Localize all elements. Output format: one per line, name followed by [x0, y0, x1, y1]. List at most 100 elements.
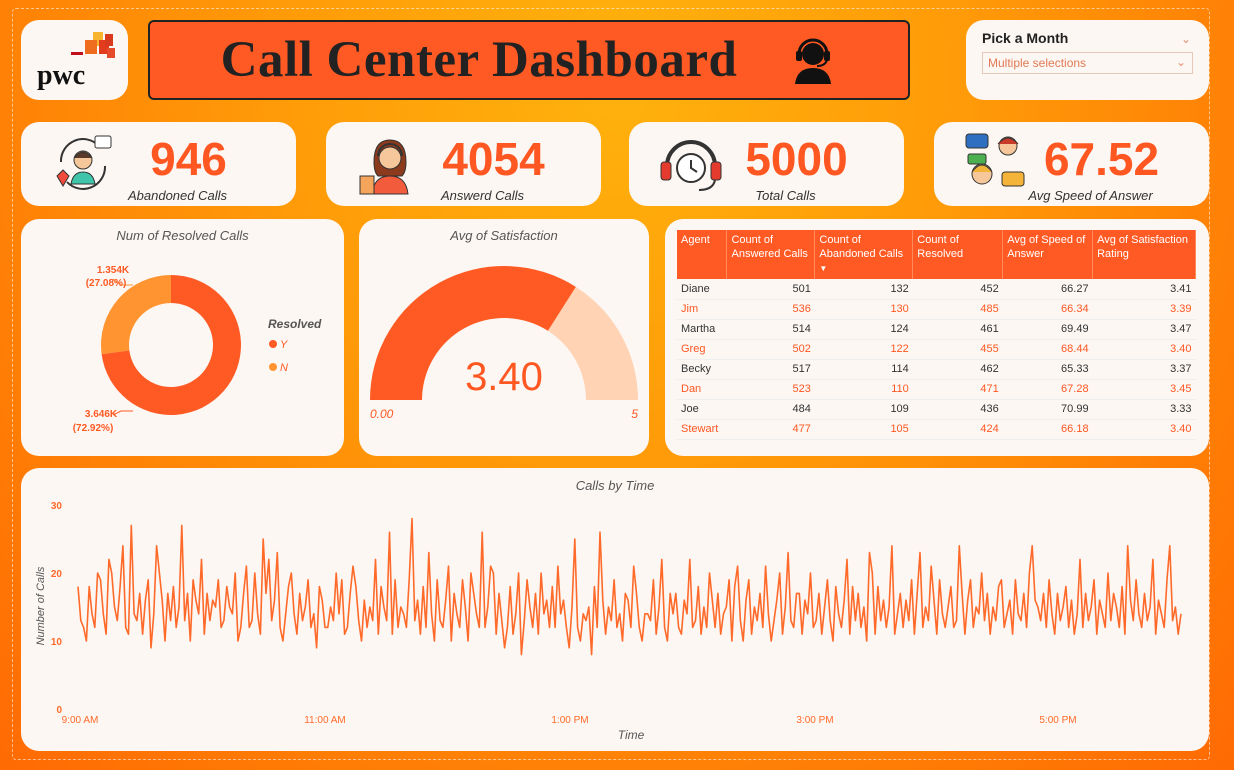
page-title: Call Center Dashboard	[220, 32, 738, 88]
table-cell: 484	[726, 399, 815, 420]
satisfaction-gauge-panel: Avg of Satisfaction 3.40 0.00 5	[359, 219, 649, 456]
y-tick-label: 20	[51, 569, 63, 580]
legend-label-y: Y	[280, 339, 288, 351]
y-tick-label: 30	[51, 501, 63, 512]
legend-marker-n	[269, 363, 277, 371]
callback-agent-icon	[56, 135, 112, 190]
table-cell: 502	[726, 339, 815, 360]
table-row[interactable]: Joe 484 109 436 70.99 3.33	[677, 399, 1196, 420]
kpi-avg-speed: 67.52 Avg Speed of Answer	[934, 122, 1209, 206]
table-cell: 110	[814, 379, 913, 400]
table-cell: 68.44	[1002, 339, 1093, 360]
table-cell: 3.47	[1092, 319, 1196, 340]
col-agent[interactable]: Agent	[677, 230, 728, 279]
table-cell: 3.40	[1092, 419, 1196, 440]
kpi-answered-calls: 4054 Answerd Calls	[326, 122, 601, 206]
table-row[interactable]: Greg 502 122 455 68.44 3.40	[677, 339, 1196, 360]
y-tick-label: 0	[56, 705, 62, 716]
table-cell: 3.37	[1092, 359, 1196, 380]
agent-table: Agent Count of Answered Calls Count of A…	[677, 230, 1196, 440]
chevron-down-icon[interactable]: ⌄	[1180, 32, 1191, 46]
dashboard-frame	[12, 8, 1210, 760]
col-answered[interactable]: Count of Answered Calls	[726, 230, 816, 279]
table-cell: 66.34	[1002, 299, 1093, 320]
table-cell: 3.33	[1092, 399, 1196, 420]
slice-label-n: 1.354K	[97, 265, 130, 276]
calls-by-time-chart: Calls by Time Time Number of Calls 0 10 20…	[35, 478, 1182, 742]
donut-slice-y[interactable]	[101, 275, 241, 415]
title-banner: Call Center Dashboard	[148, 20, 910, 100]
calls-by-time-panel: Calls by Time Time Number of Calls 0 10 20…	[21, 468, 1209, 751]
table-cell: 485	[912, 299, 1003, 320]
agent-name-cell: Dan	[677, 379, 727, 400]
table-cell: 109	[814, 399, 913, 420]
agent-name-cell: Becky	[677, 359, 727, 380]
agent-name-cell: Greg	[677, 339, 727, 360]
gauge-value: 3.40	[465, 355, 543, 399]
table-row[interactable]: Jim 536 130 485 66.34 3.39	[677, 299, 1196, 320]
table-cell: 436	[912, 399, 1003, 420]
agent-name-cell: Stewart	[677, 419, 727, 440]
pwc-logo: pwc	[37, 32, 115, 91]
gauge-min: 0.00	[370, 407, 394, 421]
table-row[interactable]: Martha 514 124 461 69.49 3.47	[677, 319, 1196, 340]
col-satisfaction[interactable]: Avg of Satisfaction Rating	[1092, 230, 1196, 279]
table-cell: 114	[814, 359, 913, 380]
month-select-value: Multiple selections	[988, 56, 1087, 70]
x-tick-label: 9:00 AM	[62, 715, 99, 726]
col-resolved[interactable]: Count of Resolved	[912, 230, 1004, 279]
agent-name-cell: Joe	[677, 399, 727, 420]
table-cell: 67.28	[1002, 379, 1093, 400]
operator-icon	[359, 139, 409, 195]
table-cell: 462	[912, 359, 1003, 380]
logo-card: pwc	[21, 20, 128, 100]
y-tick-label: 10	[51, 637, 63, 648]
month-filter[interactable]: Pick a Month ⌄ Multiple selections ⌄	[966, 20, 1209, 100]
table-cell: 514	[726, 319, 815, 340]
x-tick-label: 11:00 AM	[304, 715, 346, 726]
legend-label-n: N	[280, 362, 288, 374]
headphones-clock-icon	[660, 140, 722, 191]
kpi-abandoned-calls: 946 Abandoned Calls	[21, 122, 296, 206]
table-cell: 66.18	[1002, 419, 1093, 440]
table-row[interactable]: Dan 523 110 471 67.28 3.45	[677, 379, 1196, 400]
table-cell: 471	[912, 379, 1003, 400]
gauge-chart: 3.40 0.00 5	[370, 266, 638, 421]
y-axis-label: Number of Calls	[35, 566, 47, 645]
table-cell: 517	[726, 359, 815, 380]
month-select[interactable]: Multiple selections ⌄	[982, 52, 1193, 74]
gauge-max: 5	[631, 407, 638, 421]
agent-table-panel: Agent Count of Answered Calls Count of A…	[665, 219, 1209, 456]
table-cell: 70.99	[1002, 399, 1093, 420]
table-cell: 69.49	[1002, 319, 1093, 340]
table-cell: 3.40	[1092, 339, 1196, 360]
agent-name-cell: Diane	[677, 279, 727, 300]
table-row[interactable]: Diane 501 132 452 66.27 3.41	[677, 279, 1196, 300]
table-cell: 124	[814, 319, 913, 340]
table-row[interactable]: Becky 517 114 462 65.33 3.37	[677, 359, 1196, 380]
table-cell: 65.33	[1002, 359, 1093, 380]
donut-chart: 1.354K (27.08%) 3.646K (72.92%) Resolved…	[73, 265, 322, 434]
table-cell: 105	[814, 419, 913, 440]
donut-slice-n[interactable]	[101, 275, 171, 355]
series-line	[77, 517, 1182, 656]
table-cell: 461	[912, 319, 1003, 340]
legend-marker-y	[269, 340, 277, 348]
slice-pct-n: (27.08%)	[86, 278, 127, 289]
kpi-value: 67.52	[1043, 133, 1160, 185]
col-speed[interactable]: Avg of Speed of Answer	[1002, 230, 1094, 279]
table-row[interactable]: Stewart 477 105 424 66.18 3.40	[677, 419, 1196, 440]
panel-title: Num of Resolved Calls	[116, 228, 249, 243]
col-abandoned[interactable]: Count of Abandoned Calls ▼	[814, 230, 914, 279]
logo-text: pwc	[37, 60, 85, 91]
kpi-value: 946	[150, 133, 227, 185]
kpi-total-calls: 5000 Total Calls	[629, 122, 904, 206]
x-axis-label: Time	[618, 728, 645, 742]
chart-title: Calls by Time	[576, 478, 655, 493]
resolved-calls-panel: Num of Resolved Calls 1.354K (27.08%) 3.…	[21, 219, 344, 456]
kpi-value: 4054	[442, 133, 545, 185]
kpi-caption: Total Calls	[755, 188, 816, 203]
x-tick-label: 3:00 PM	[796, 715, 833, 726]
table-cell: 132	[814, 279, 913, 300]
chevron-down-icon[interactable]: ⌄	[1175, 55, 1186, 69]
